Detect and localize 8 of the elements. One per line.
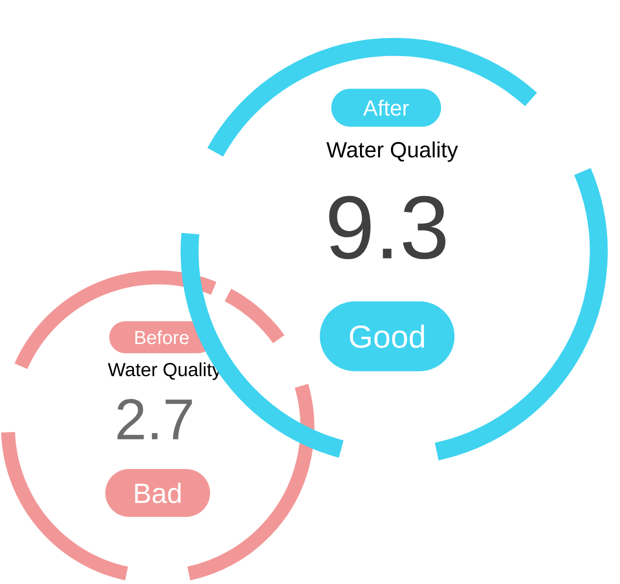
text: Bad	[135, 482, 181, 504]
text: Water Quality	[326, 142, 458, 162]
text: Before	[135, 330, 189, 344]
text: Water Quality	[108, 362, 222, 380]
data-label: 2.7	[117, 399, 192, 440]
text: After	[363, 100, 409, 116]
data-label: 9.3	[329, 196, 446, 260]
text: Good	[350, 324, 424, 348]
